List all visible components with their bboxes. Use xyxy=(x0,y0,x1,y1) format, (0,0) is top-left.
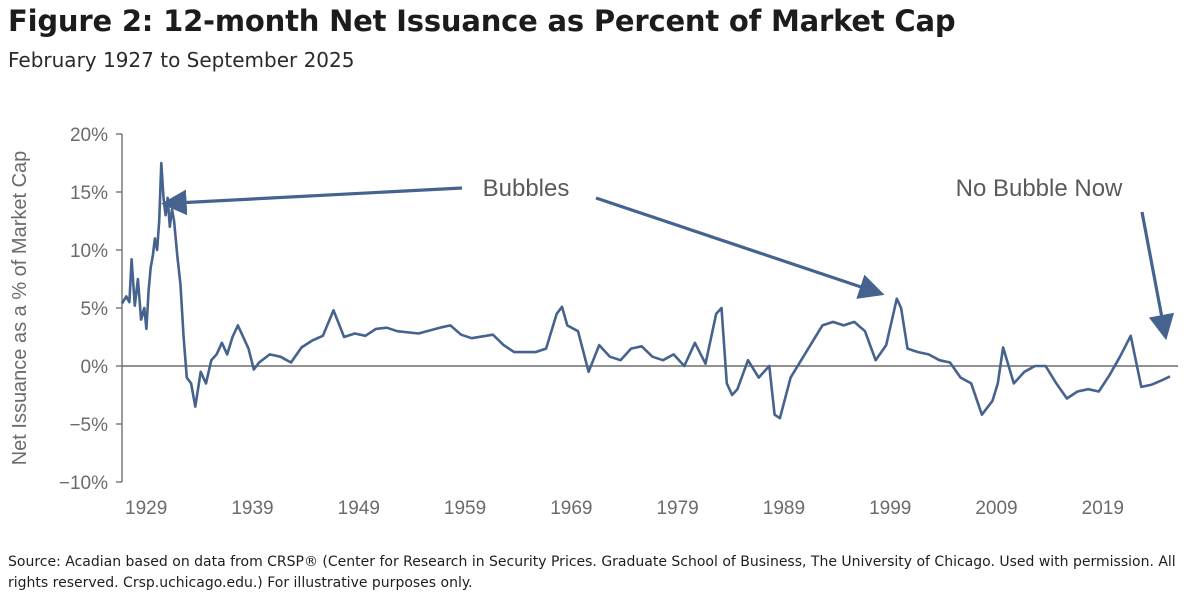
x-tick-label-2019: 2019 xyxy=(1082,498,1124,519)
x-tick-label-1969: 1969 xyxy=(550,498,592,519)
source-note: Source: Acadian based on data from CRSP®… xyxy=(8,554,1176,591)
y-tick-label-20: 20% xyxy=(70,125,108,146)
x-tick-label-2009: 2009 xyxy=(975,498,1017,519)
no-bubble-now-arrow xyxy=(1140,211,1175,341)
y-tick-label-0: 0% xyxy=(81,357,109,378)
net-issuance-line-chart: Net Issuance as a % of Market Cap −10% −5… xyxy=(9,125,1178,519)
y-tick-label-10: 10% xyxy=(70,241,108,262)
figure-title: Figure 2: 12-month Net Issuance as Perce… xyxy=(8,4,956,38)
axes: −10% −5% 0% 5% 10% 15% 20% 1929 1939 1949 1959 1969… xyxy=(59,125,1178,519)
x-tick-label-1999: 1999 xyxy=(869,498,911,519)
annotations: Bubbles No Bubble Now xyxy=(161,175,1175,341)
x-tick-label-1929: 1929 xyxy=(125,498,167,519)
annotation-no-bubble-now-label: No Bubble Now xyxy=(956,175,1123,202)
y-tick-label-15: 15% xyxy=(70,183,108,204)
figure-subtitle: February 1927 to September 2025 xyxy=(8,48,355,72)
x-tick-label-1949: 1949 xyxy=(338,498,380,519)
series-line-0 xyxy=(120,161,1171,420)
x-tick-label-1939: 1939 xyxy=(231,498,273,519)
annotation-bubbles-label: Bubbles xyxy=(483,175,570,202)
series-group xyxy=(120,161,1171,420)
bubbles-arrow-1929 xyxy=(161,186,463,216)
y-axis-label: Net Issuance as a % of Market Cap xyxy=(9,151,31,466)
x-tick-label-1989: 1989 xyxy=(763,498,805,519)
bubbles-arrow-2000 xyxy=(595,196,885,299)
x-tick-label-1959: 1959 xyxy=(444,498,486,519)
x-tick-label-1979: 1979 xyxy=(656,498,698,519)
y-tick-label--5: −5% xyxy=(69,415,108,436)
y-tick-label--10: −10% xyxy=(59,473,108,494)
y-tick-label-5: 5% xyxy=(81,299,109,320)
